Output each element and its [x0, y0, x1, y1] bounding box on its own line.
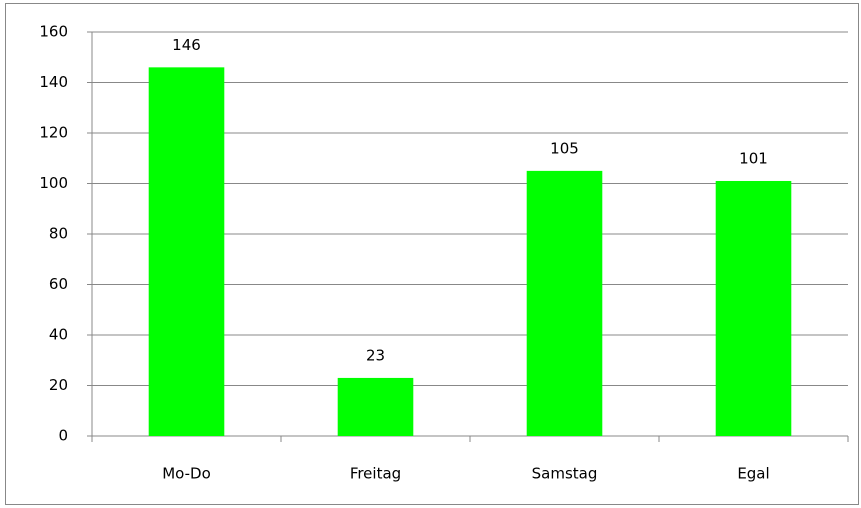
data-label: 101	[739, 149, 768, 167]
x-tick-label: Egal	[737, 465, 769, 483]
x-tick-label: Freitag	[350, 465, 401, 483]
bar	[715, 180, 792, 436]
y-tick-label: 120	[39, 124, 68, 142]
x-tick-label: Samstag	[532, 465, 598, 483]
y-tick-label: 40	[49, 326, 68, 344]
y-tick-label: 80	[49, 225, 68, 243]
y-tick-label: 60	[49, 275, 68, 293]
y-tick-label: 20	[49, 376, 68, 394]
data-label: 105	[550, 139, 579, 157]
bar	[337, 377, 414, 436]
data-label: 146	[172, 36, 201, 54]
bar	[526, 170, 603, 436]
x-tick-label: Mo-Do	[162, 465, 211, 483]
y-tick-label: 0	[58, 427, 68, 445]
data-label: 23	[366, 346, 385, 364]
bar	[148, 67, 225, 436]
y-tick-label: 100	[39, 174, 68, 192]
y-tick-label: 160	[39, 23, 68, 41]
y-tick-label: 140	[39, 73, 68, 91]
